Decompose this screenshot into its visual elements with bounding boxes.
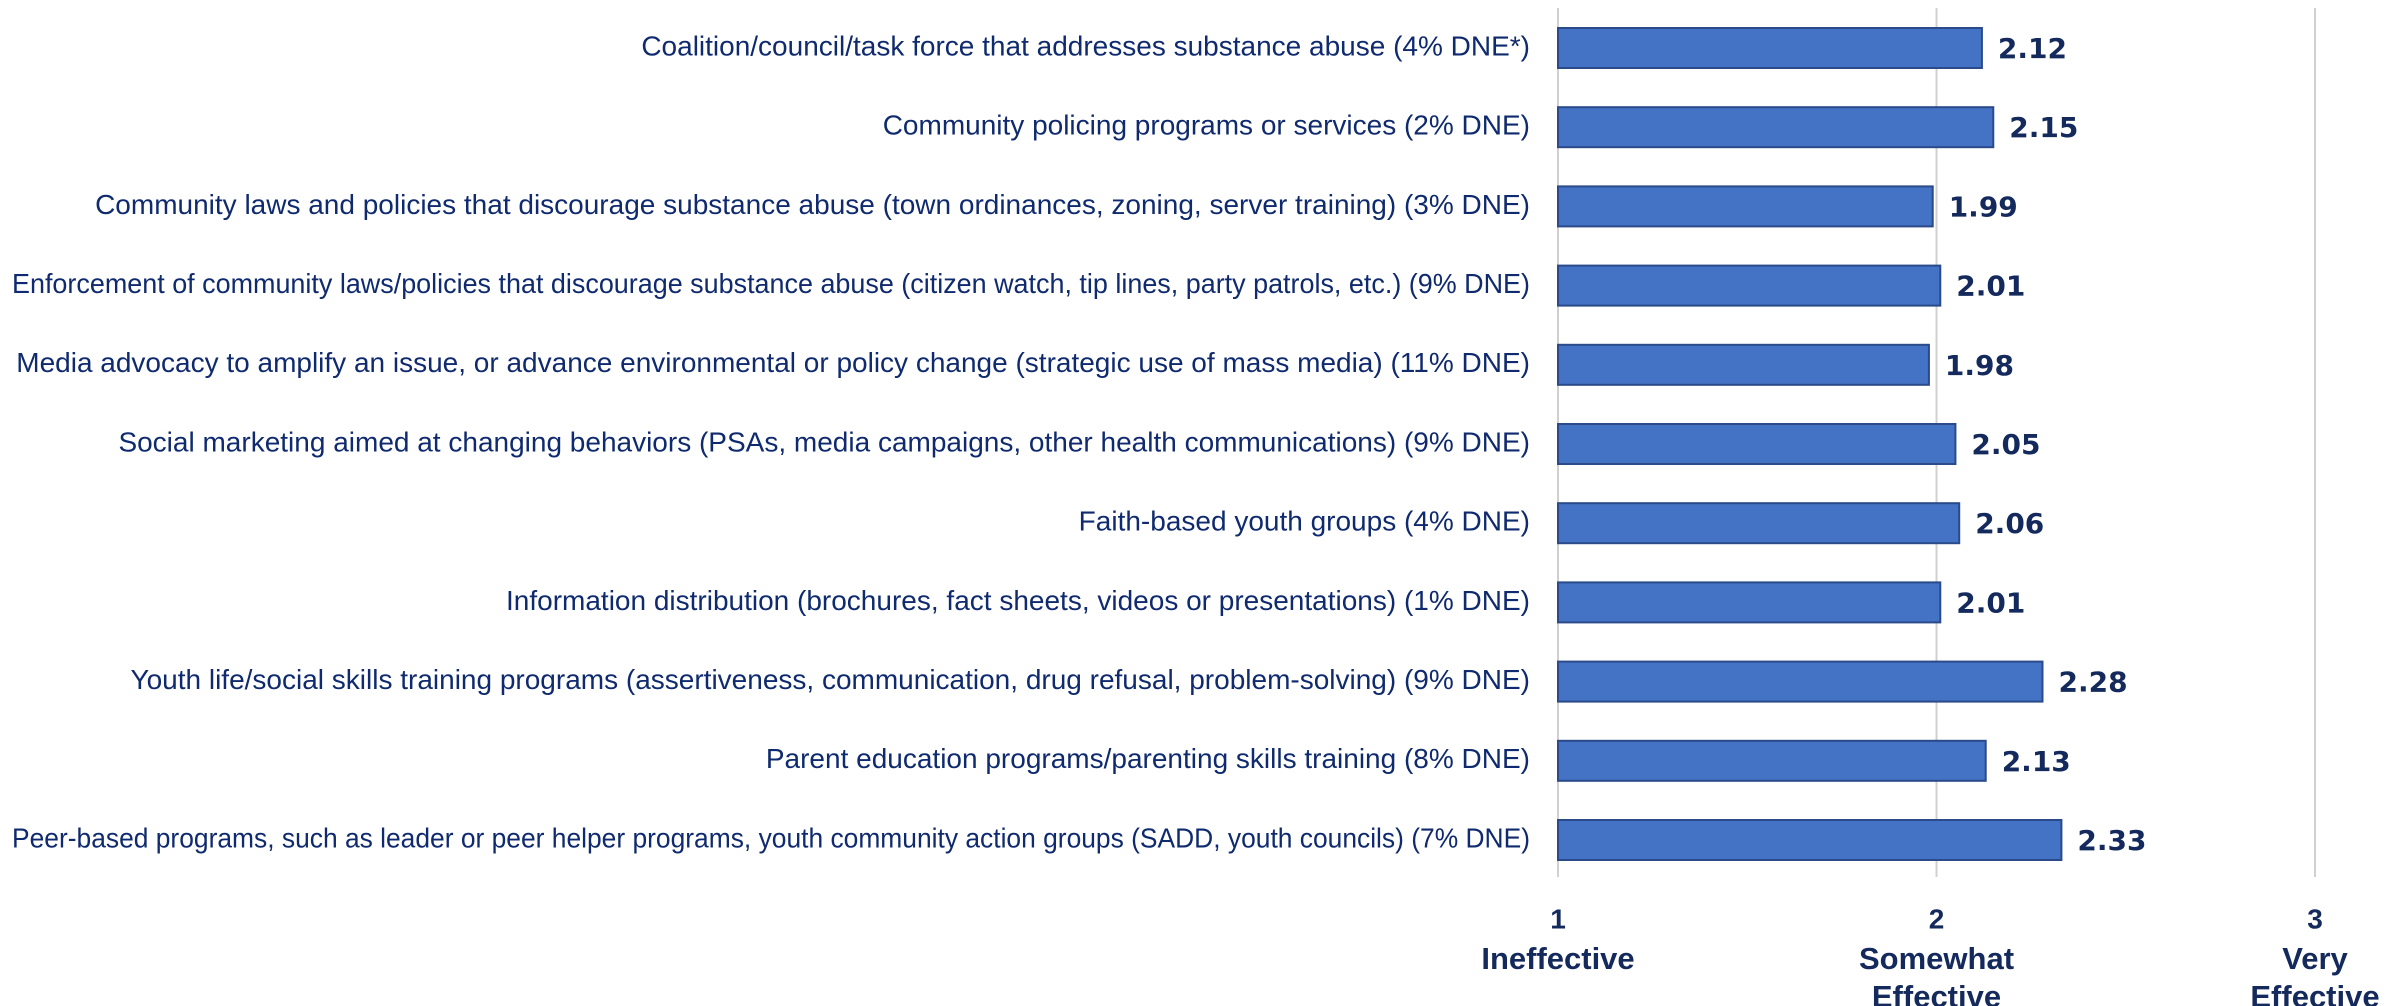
value-label: 2.15	[2009, 111, 2078, 144]
category-label: Youth life/social skills training progra…	[130, 664, 1530, 695]
category-label: Media advocacy to amplify an issue, or a…	[16, 347, 1530, 378]
value-label: 2.33	[2077, 824, 2146, 857]
bar	[1557, 660, 2044, 703]
bar	[1557, 264, 1942, 307]
bar	[1557, 185, 1934, 228]
value-label: 2.01	[1956, 586, 2025, 619]
category-label: Enforcement of community laws/policies t…	[12, 268, 1530, 299]
value-label: 2.01	[1956, 270, 2025, 303]
bar	[1557, 106, 1995, 149]
value-label: 2.13	[2002, 745, 2071, 778]
x-tick-label: 1	[1550, 903, 1566, 934]
category-label: Faith-based youth groups (4% DNE)	[1079, 506, 1530, 537]
value-label: 2.12	[1998, 32, 2067, 65]
bar	[1557, 502, 1961, 545]
x-tick-description: Somewhat Effective	[1859, 941, 2014, 1006]
category-label: Community policing programs or services …	[883, 110, 1530, 141]
category-label: Information distribution (brochures, fac…	[506, 585, 1530, 616]
x-tick-label: 2	[1929, 903, 1945, 934]
value-label: 2.06	[1975, 507, 2044, 540]
x-tick-description: Ineffective	[1481, 941, 1634, 976]
category-label: Peer-based programs, such as leader or p…	[12, 822, 1530, 853]
bar	[1557, 819, 2063, 861]
category-label: Social marketing aimed at changing behav…	[118, 426, 1530, 457]
value-label: 2.28	[2058, 666, 2127, 699]
category-label: Parent education programs/parenting skil…	[766, 743, 1530, 774]
category-label: Community laws and policies that discour…	[95, 189, 1530, 220]
value-label: 1.98	[1945, 349, 2014, 382]
value-label: 2.05	[1971, 428, 2040, 461]
value-label: 1.99	[1949, 190, 2018, 223]
bar	[1557, 581, 1942, 624]
bar	[1557, 27, 1983, 69]
bar	[1557, 423, 1957, 465]
bar	[1557, 739, 1987, 782]
category-label: Coalition/council/task force that addres…	[641, 30, 1530, 61]
bar	[1557, 343, 1930, 386]
x-tick-label: 3	[2307, 903, 2323, 934]
x-tick-description: Very Effective	[2250, 941, 2379, 1006]
